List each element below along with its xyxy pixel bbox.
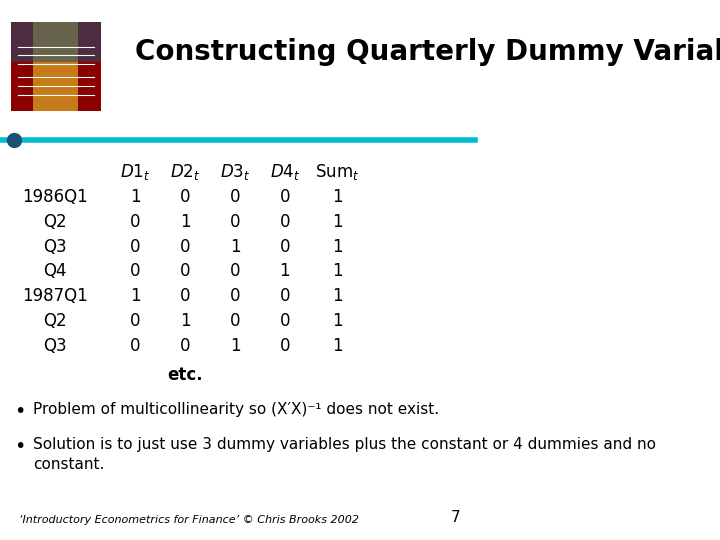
Text: Sum$_t$: Sum$_t$ — [315, 162, 359, 182]
Text: 1: 1 — [180, 213, 191, 231]
Text: 1: 1 — [332, 287, 343, 305]
Text: etc.: etc. — [167, 366, 203, 384]
Text: 0: 0 — [130, 238, 140, 255]
Text: Solution is to just use 3 dummy variables plus the constant or 4 dummies and no
: Solution is to just use 3 dummy variable… — [33, 437, 656, 472]
Text: 0: 0 — [279, 188, 290, 206]
Text: 1: 1 — [130, 188, 140, 206]
Text: 0: 0 — [230, 213, 240, 231]
Text: •: • — [14, 437, 26, 456]
Text: $D1_t$: $D1_t$ — [120, 162, 150, 182]
Text: 0: 0 — [180, 238, 190, 255]
Text: $D2_t$: $D2_t$ — [170, 162, 200, 182]
Bar — [11, 22, 101, 62]
Text: 1: 1 — [332, 337, 343, 355]
Text: 1: 1 — [332, 213, 343, 231]
Text: 1: 1 — [230, 337, 240, 355]
Text: Q4: Q4 — [43, 262, 66, 280]
Text: 0: 0 — [279, 213, 290, 231]
Text: 0: 0 — [279, 287, 290, 305]
Text: 0: 0 — [130, 262, 140, 280]
Text: 0: 0 — [180, 287, 190, 305]
Text: 1: 1 — [180, 312, 191, 330]
Text: 0: 0 — [279, 312, 290, 330]
Text: 7: 7 — [451, 510, 461, 525]
Text: 0: 0 — [130, 213, 140, 231]
Text: 1987Q1: 1987Q1 — [22, 287, 88, 305]
Text: 1: 1 — [332, 188, 343, 206]
Text: Q3: Q3 — [42, 337, 66, 355]
Text: 0: 0 — [180, 188, 190, 206]
Text: 1: 1 — [130, 287, 140, 305]
Text: •: • — [14, 402, 26, 421]
Text: 1: 1 — [332, 262, 343, 280]
Text: 1: 1 — [332, 238, 343, 255]
Text: 0: 0 — [130, 337, 140, 355]
Text: $D4_t$: $D4_t$ — [270, 162, 300, 182]
Text: 0: 0 — [130, 312, 140, 330]
Text: 0: 0 — [230, 262, 240, 280]
Text: 1: 1 — [279, 262, 290, 280]
Text: 0: 0 — [230, 287, 240, 305]
Text: Constructing Quarterly Dummy Variables: Constructing Quarterly Dummy Variables — [135, 38, 720, 66]
Text: 0: 0 — [230, 312, 240, 330]
Text: ‘Introductory Econometrics for Finance’ © Chris Brooks 2002: ‘Introductory Econometrics for Finance’ … — [19, 515, 359, 525]
Text: 1986Q1: 1986Q1 — [22, 188, 88, 206]
Text: 1: 1 — [332, 312, 343, 330]
Bar — [33, 22, 78, 111]
Text: 0: 0 — [279, 238, 290, 255]
Text: $D3_t$: $D3_t$ — [220, 162, 251, 182]
Text: Q2: Q2 — [42, 213, 66, 231]
Text: 0: 0 — [180, 337, 190, 355]
Text: 0: 0 — [230, 188, 240, 206]
Text: 1: 1 — [230, 238, 240, 255]
Text: 0: 0 — [180, 262, 190, 280]
Text: 0: 0 — [279, 337, 290, 355]
Text: Q2: Q2 — [42, 312, 66, 330]
Text: Problem of multicollinearity so (X′X)⁻¹ does not exist.: Problem of multicollinearity so (X′X)⁻¹ … — [33, 402, 439, 417]
Text: Q3: Q3 — [42, 238, 66, 255]
